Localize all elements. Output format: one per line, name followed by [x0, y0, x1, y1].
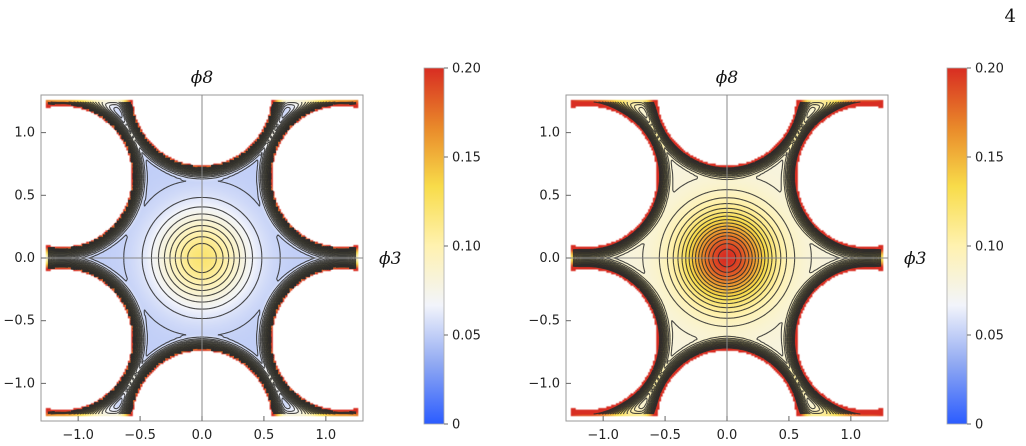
colorbar-gradient [946, 67, 968, 425]
y-tick-label: −0.5 [3, 314, 35, 329]
y-tick-label: −1.0 [528, 376, 560, 391]
contour-plot-2: −1.0 −1.0 −0.5 −0.5 0.0 0.0 0.5 0.5 1.0 1.0 ϕ8 ϕ3 [528, 68, 926, 443]
contour-line [572, 101, 882, 415]
contour-line [47, 101, 357, 415]
colorbar: 0 0.05 0.10 0.15 0.20 [946, 62, 1004, 433]
x-tick-label: 0.0 [717, 428, 738, 443]
x-tick-label: −0.5 [649, 428, 681, 443]
contour-line [572, 101, 882, 415]
contour-line [79, 106, 325, 410]
colorbar: 0 0.05 0.10 0.15 0.20 [423, 62, 481, 433]
contour-line [47, 101, 357, 415]
y-tick-label: 1.0 [14, 126, 35, 141]
x-tick-label: −0.5 [124, 428, 156, 443]
contour-line [572, 101, 882, 415]
contour-line [595, 104, 858, 412]
x-tick-label: 1.0 [316, 428, 337, 443]
contour-line [47, 101, 357, 415]
vertical-axis-label: ϕ8 [716, 68, 739, 88]
contour-line [613, 159, 841, 357]
contour-line [47, 101, 357, 415]
colorbar-tick-label: 0.20 [452, 62, 481, 77]
x-tick-label: −1.0 [62, 428, 94, 443]
colorbar-tick-label: 0 [975, 418, 983, 433]
colorbar-tick-label: 0.15 [975, 151, 1004, 166]
page-number: 4 [1004, 6, 1016, 27]
y-tick-label: 0.0 [539, 251, 560, 266]
colorbar-tick-label: 0.20 [975, 62, 1004, 77]
horizontal-axis-label: ϕ3 [379, 249, 401, 269]
colorbar-tick-label: 0.05 [452, 329, 481, 344]
y-tick-label: 1.0 [539, 126, 560, 141]
x-tick-label: 0.5 [779, 428, 800, 443]
x-tick-label: 1.0 [841, 428, 862, 443]
y-tick-label: −1.0 [3, 376, 35, 391]
y-tick-label: −0.5 [528, 314, 560, 329]
horizontal-axis-label: ϕ3 [904, 249, 926, 269]
y-tick-label: 0.5 [539, 188, 560, 203]
y-tick-label: 0.0 [14, 251, 35, 266]
contour-line [572, 101, 882, 415]
contour-line [53, 102, 351, 414]
contour-line [50, 101, 354, 415]
y-tick-label: 0.5 [14, 188, 35, 203]
contour-line [604, 106, 850, 410]
contour-line [578, 102, 876, 414]
colorbar-tick-label: 0.15 [452, 151, 481, 166]
contour-line [88, 159, 316, 357]
contour-line [70, 104, 334, 412]
contour-line [572, 101, 882, 415]
vertical-axis-label: ϕ8 [191, 68, 214, 88]
colorbar-tick-label: 0.05 [975, 329, 1004, 344]
colorbar-tick-label: 0.10 [452, 240, 481, 255]
contour-plot-1: −1.0 −1.0 −0.5 −0.5 0.0 0.0 0.5 0.5 1.0 1.0 ϕ8 ϕ3 [3, 68, 401, 443]
contour-line [47, 101, 357, 415]
x-tick-label: 0.5 [254, 428, 275, 443]
colorbar-tick-label: 0.10 [975, 240, 1004, 255]
contour-line [575, 101, 879, 415]
contour-line [47, 101, 357, 415]
colorbar-gradient [423, 67, 445, 425]
contour-line [572, 101, 882, 415]
x-tick-label: −1.0 [587, 428, 619, 443]
colorbar-tick-label: 0 [452, 418, 460, 433]
x-tick-label: 0.0 [192, 428, 213, 443]
